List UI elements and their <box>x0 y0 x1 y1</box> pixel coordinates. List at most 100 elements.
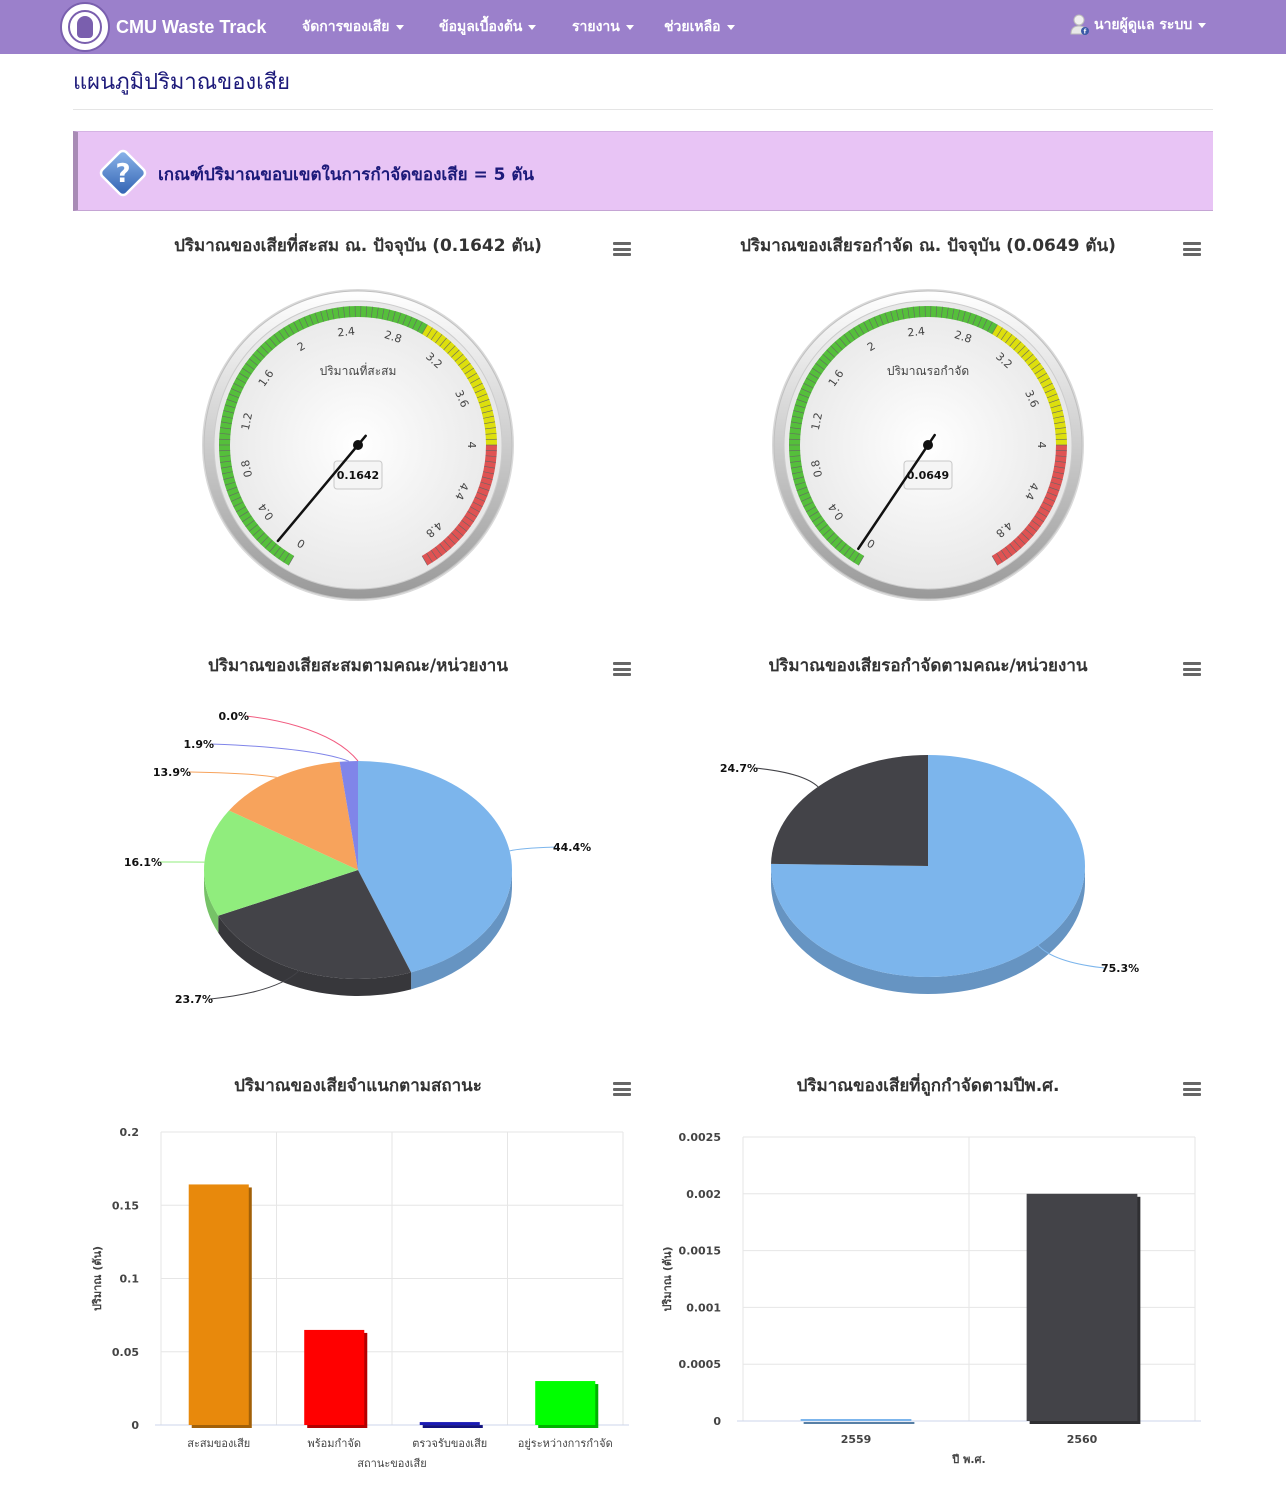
gauge-value-label: 0.0649 <box>907 469 949 482</box>
bar-side <box>804 1422 915 1424</box>
y-tick-label: 0.05 <box>112 1346 139 1359</box>
chart-menu-icon[interactable] <box>1183 1082 1201 1096</box>
x-tick-label: ตรวจรับของเสีย <box>412 1437 487 1450</box>
bar-chart: 0 0.05 0.1 0.15 0.2 สะสมของเสีย พร้อมกำจัด ตรวจ… <box>73 1102 643 1507</box>
alert-text: เกณฑ์ปริมาณขอบเขตในการกำจัดของเสีย = 5 ต… <box>158 161 534 188</box>
caret-down-icon <box>727 25 735 30</box>
pie-slice <box>771 755 928 866</box>
y-tick-label: 0.001 <box>686 1301 721 1314</box>
gauge-value-label: 0.1642 <box>337 469 379 482</box>
y-tick-label: 0.0005 <box>679 1358 721 1371</box>
user-menu[interactable]: f นายผู้ดูแล ระบบ <box>1070 14 1206 36</box>
pie-pending-panel: ปริมาณของเสียรอกำจัดตามคณะ/หน่วยงาน 75.3… <box>643 652 1213 1072</box>
gauge-accumulated-panel: ปริมาณของเสียที่สะสม ณ. ปัจจุบัน (0.1642… <box>73 232 643 652</box>
y-tick-label: 0.0015 <box>679 1245 721 1258</box>
bar <box>304 1330 364 1425</box>
y-tick-label: 0.1 <box>120 1273 140 1286</box>
gauge-tick-label: 2.4 <box>337 325 356 340</box>
divider <box>73 109 1213 110</box>
y-tick-label: 0 <box>131 1419 139 1432</box>
bar <box>535 1381 595 1425</box>
chart-menu-icon[interactable] <box>613 662 631 676</box>
pie-chart: 75.3% 24.7% <box>643 682 1213 1072</box>
gauge-tick-label: 2.4 <box>907 325 926 340</box>
pie-connector <box>755 768 818 787</box>
menu-label: ช่วยเหลือ <box>664 19 721 35</box>
menu-label: รายงาน <box>572 19 620 35</box>
pie-connector <box>188 772 276 777</box>
chart-title: ปริมาณของเสียสะสมตามคณะ/หน่วยงาน <box>73 652 643 679</box>
menu-label: ข้อมูลเบื้องต้น <box>439 19 522 35</box>
y-tick-label: 0.2 <box>120 1126 140 1139</box>
gauge-tick-label: 4 <box>1035 442 1048 449</box>
caret-down-icon <box>626 25 634 30</box>
chart-menu-icon[interactable] <box>613 1082 631 1096</box>
y-axis-title: ปริมาณ (ตัน) <box>91 1246 104 1311</box>
x-tick-label: พร้อมกำจัด <box>308 1437 361 1450</box>
x-tick-label: สะสมของเสีย <box>187 1437 250 1450</box>
menu-basic-data[interactable]: ข้อมูลเบื้องต้น <box>439 16 536 38</box>
chart-title: ปริมาณของเสียรอกำจัดตามคณะ/หน่วยงาน <box>643 652 1213 679</box>
y-tick-label: 0.002 <box>686 1188 721 1201</box>
chart-menu-icon[interactable] <box>613 242 631 256</box>
pie-data-label: 24.7% <box>720 762 758 775</box>
brand-name: CMU Waste Track <box>116 17 266 38</box>
menu-help[interactable]: ช่วยเหลือ <box>664 16 735 38</box>
svg-text:f: f <box>1084 29 1087 36</box>
pie-connector <box>246 716 358 761</box>
chart-title: ปริมาณของเสียที่สะสม ณ. ปัจจุบัน (0.1642… <box>73 232 643 259</box>
x-axis-title: สถานะของเสีย <box>357 1457 426 1470</box>
bar <box>1027 1194 1138 1421</box>
gauge-tick-label: 4 <box>465 442 478 449</box>
page-title: แผนภูมิปริมาณของเสีย <box>73 64 290 99</box>
menu-waste-management[interactable]: จัดการของเสีย <box>302 16 404 38</box>
caret-down-icon <box>1198 23 1206 28</box>
pie-data-label: 13.9% <box>153 766 191 779</box>
chart-menu-icon[interactable] <box>1183 662 1201 676</box>
x-tick-label: อยู่ระหว่างการกำจัด <box>518 1437 613 1450</box>
brand-link[interactable]: CMU Waste Track <box>60 1 266 53</box>
pie-data-label: 75.3% <box>1101 962 1139 975</box>
menu-reports[interactable]: รายงาน <box>572 16 634 38</box>
pie-connector <box>212 744 349 761</box>
question-icon: ? <box>96 146 150 200</box>
threshold-alert: ? เกณฑ์ปริมาณขอบเขตในการกำจัดของเสีย = 5… <box>73 131 1213 211</box>
gauge-pending-panel: ปริมาณของเสียรอกำจัด ณ. ปัจจุบัน (0.0649… <box>643 232 1213 652</box>
chart-title: ปริมาณของเสียที่ถูกกำจัดตามปีพ.ศ. <box>643 1072 1213 1099</box>
bar-side <box>423 1425 483 1428</box>
pie-chart: 44.4%23.7%16.1%13.9%1.9%0.0% <box>73 682 643 1072</box>
gauge-label: ปริมาณรอกำจัด <box>887 364 969 378</box>
y-axis-title: ปริมาณ (ตัน) <box>661 1246 674 1311</box>
x-tick-label: 2560 <box>1067 1433 1098 1446</box>
pie-connector <box>510 847 556 851</box>
x-axis-title: ปี พ.ศ. <box>951 1453 985 1466</box>
chart-title: ปริมาณของเสียรอกำจัด ณ. ปัจจุบัน (0.0649… <box>643 232 1213 259</box>
bar <box>801 1419 912 1421</box>
pie-data-label: 16.1% <box>124 856 162 869</box>
gauge-pivot <box>923 440 933 450</box>
menu-label: จัดการของเสีย <box>302 19 390 35</box>
gauge-pivot <box>353 440 363 450</box>
user-icon: f <box>1070 14 1090 36</box>
pie-accumulated-panel: ปริมาณของเสียสะสมตามคณะ/หน่วยงาน 44.4%23… <box>73 652 643 1072</box>
bar <box>189 1184 249 1425</box>
caret-down-icon <box>528 25 536 30</box>
university-logo <box>60 2 110 52</box>
pie-data-label: 0.0% <box>218 710 249 723</box>
y-tick-label: 0.15 <box>112 1199 139 1212</box>
navbar: CMU Waste Track จัดการของเสีย ข้อมูลเบื้… <box>0 0 1286 54</box>
chart-menu-icon[interactable] <box>1183 242 1201 256</box>
pie-data-label: 1.9% <box>183 738 214 751</box>
x-tick-label: 2559 <box>841 1433 872 1446</box>
user-name: นายผู้ดูแล ระบบ <box>1094 17 1192 33</box>
chart-title: ปริมาณของเสียจำแนกตามสถานะ <box>73 1072 643 1099</box>
caret-down-icon <box>396 25 404 30</box>
bar-status-panel: ปริมาณของเสียจำแนกตามสถานะ 0 0.05 0.1 0.15 0… <box>73 1072 643 1492</box>
svg-text:?: ? <box>115 159 130 189</box>
bar <box>420 1422 480 1425</box>
pie-data-label: 44.4% <box>553 841 591 854</box>
